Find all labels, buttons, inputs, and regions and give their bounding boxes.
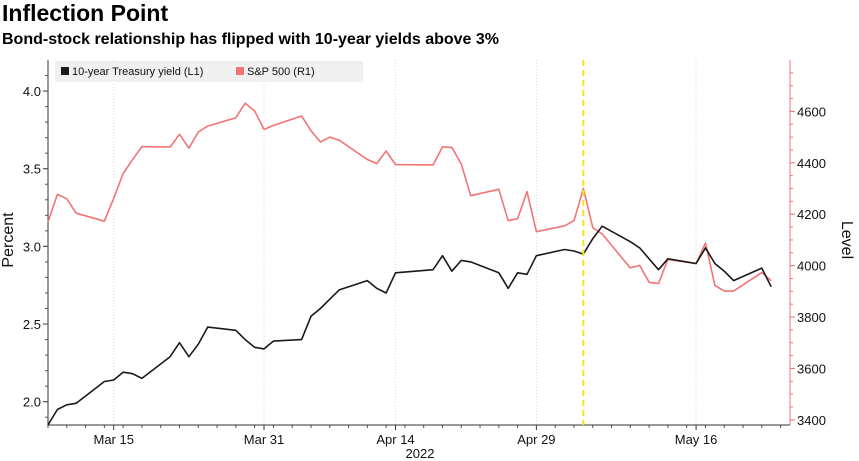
right-tick-label: 4400 (797, 156, 826, 171)
right-tick-label: 3600 (797, 361, 826, 376)
series-line-spx (47, 102, 772, 292)
legend: 10-year Treasury yield (L1) S&P 500 (R1) (55, 61, 363, 82)
legend-label-yield: 10-year Treasury yield (L1) (72, 66, 203, 78)
x-tick-label: May 16 (675, 432, 718, 447)
chart-title: Inflection Point (2, 0, 169, 26)
x-axis-year-label: 2022 (406, 446, 435, 461)
x-tick-label: Apr 29 (517, 432, 555, 447)
grid-lines (113, 60, 697, 425)
legend-label-spx: S&P 500 (R1) (247, 66, 315, 78)
right-axis: 3400 3600 3800 4000 4200 4400 4600 (789, 60, 826, 428)
left-tick-label: 2.5 (23, 317, 41, 332)
right-tick-label: 4600 (797, 104, 826, 119)
legend-background (55, 61, 363, 82)
left-tick-label: 3.5 (23, 162, 41, 177)
left-tick-label: 4.0 (23, 84, 41, 99)
x-tick-label: Apr 14 (376, 432, 414, 447)
left-tick-label: 3.0 (23, 239, 41, 254)
left-tick-label: 2.0 (23, 395, 41, 410)
legend-swatch-yield (61, 67, 69, 75)
chart-subtitle: Bond-stock relationship has flipped with… (2, 31, 500, 48)
legend-swatch-spx (236, 67, 244, 75)
right-tick-label: 4200 (797, 207, 826, 222)
left-axis: 2.0 2.5 3.0 3.5 4.0 (23, 60, 49, 425)
x-tick-label: Mar 15 (94, 432, 134, 447)
series-line-yield (47, 225, 772, 426)
right-tick-label: 4000 (797, 259, 826, 274)
left-axis-title: Percent (0, 212, 17, 268)
series-lines (47, 102, 772, 426)
x-tick-label: Mar 31 (244, 432, 284, 447)
right-axis-title: Level (838, 221, 855, 259)
x-axis: Mar 15 Mar 31 Apr 14 Apr 29 May 16 (47, 424, 790, 447)
right-tick-label: 3400 (797, 413, 826, 428)
right-tick-label: 3800 (797, 310, 826, 325)
